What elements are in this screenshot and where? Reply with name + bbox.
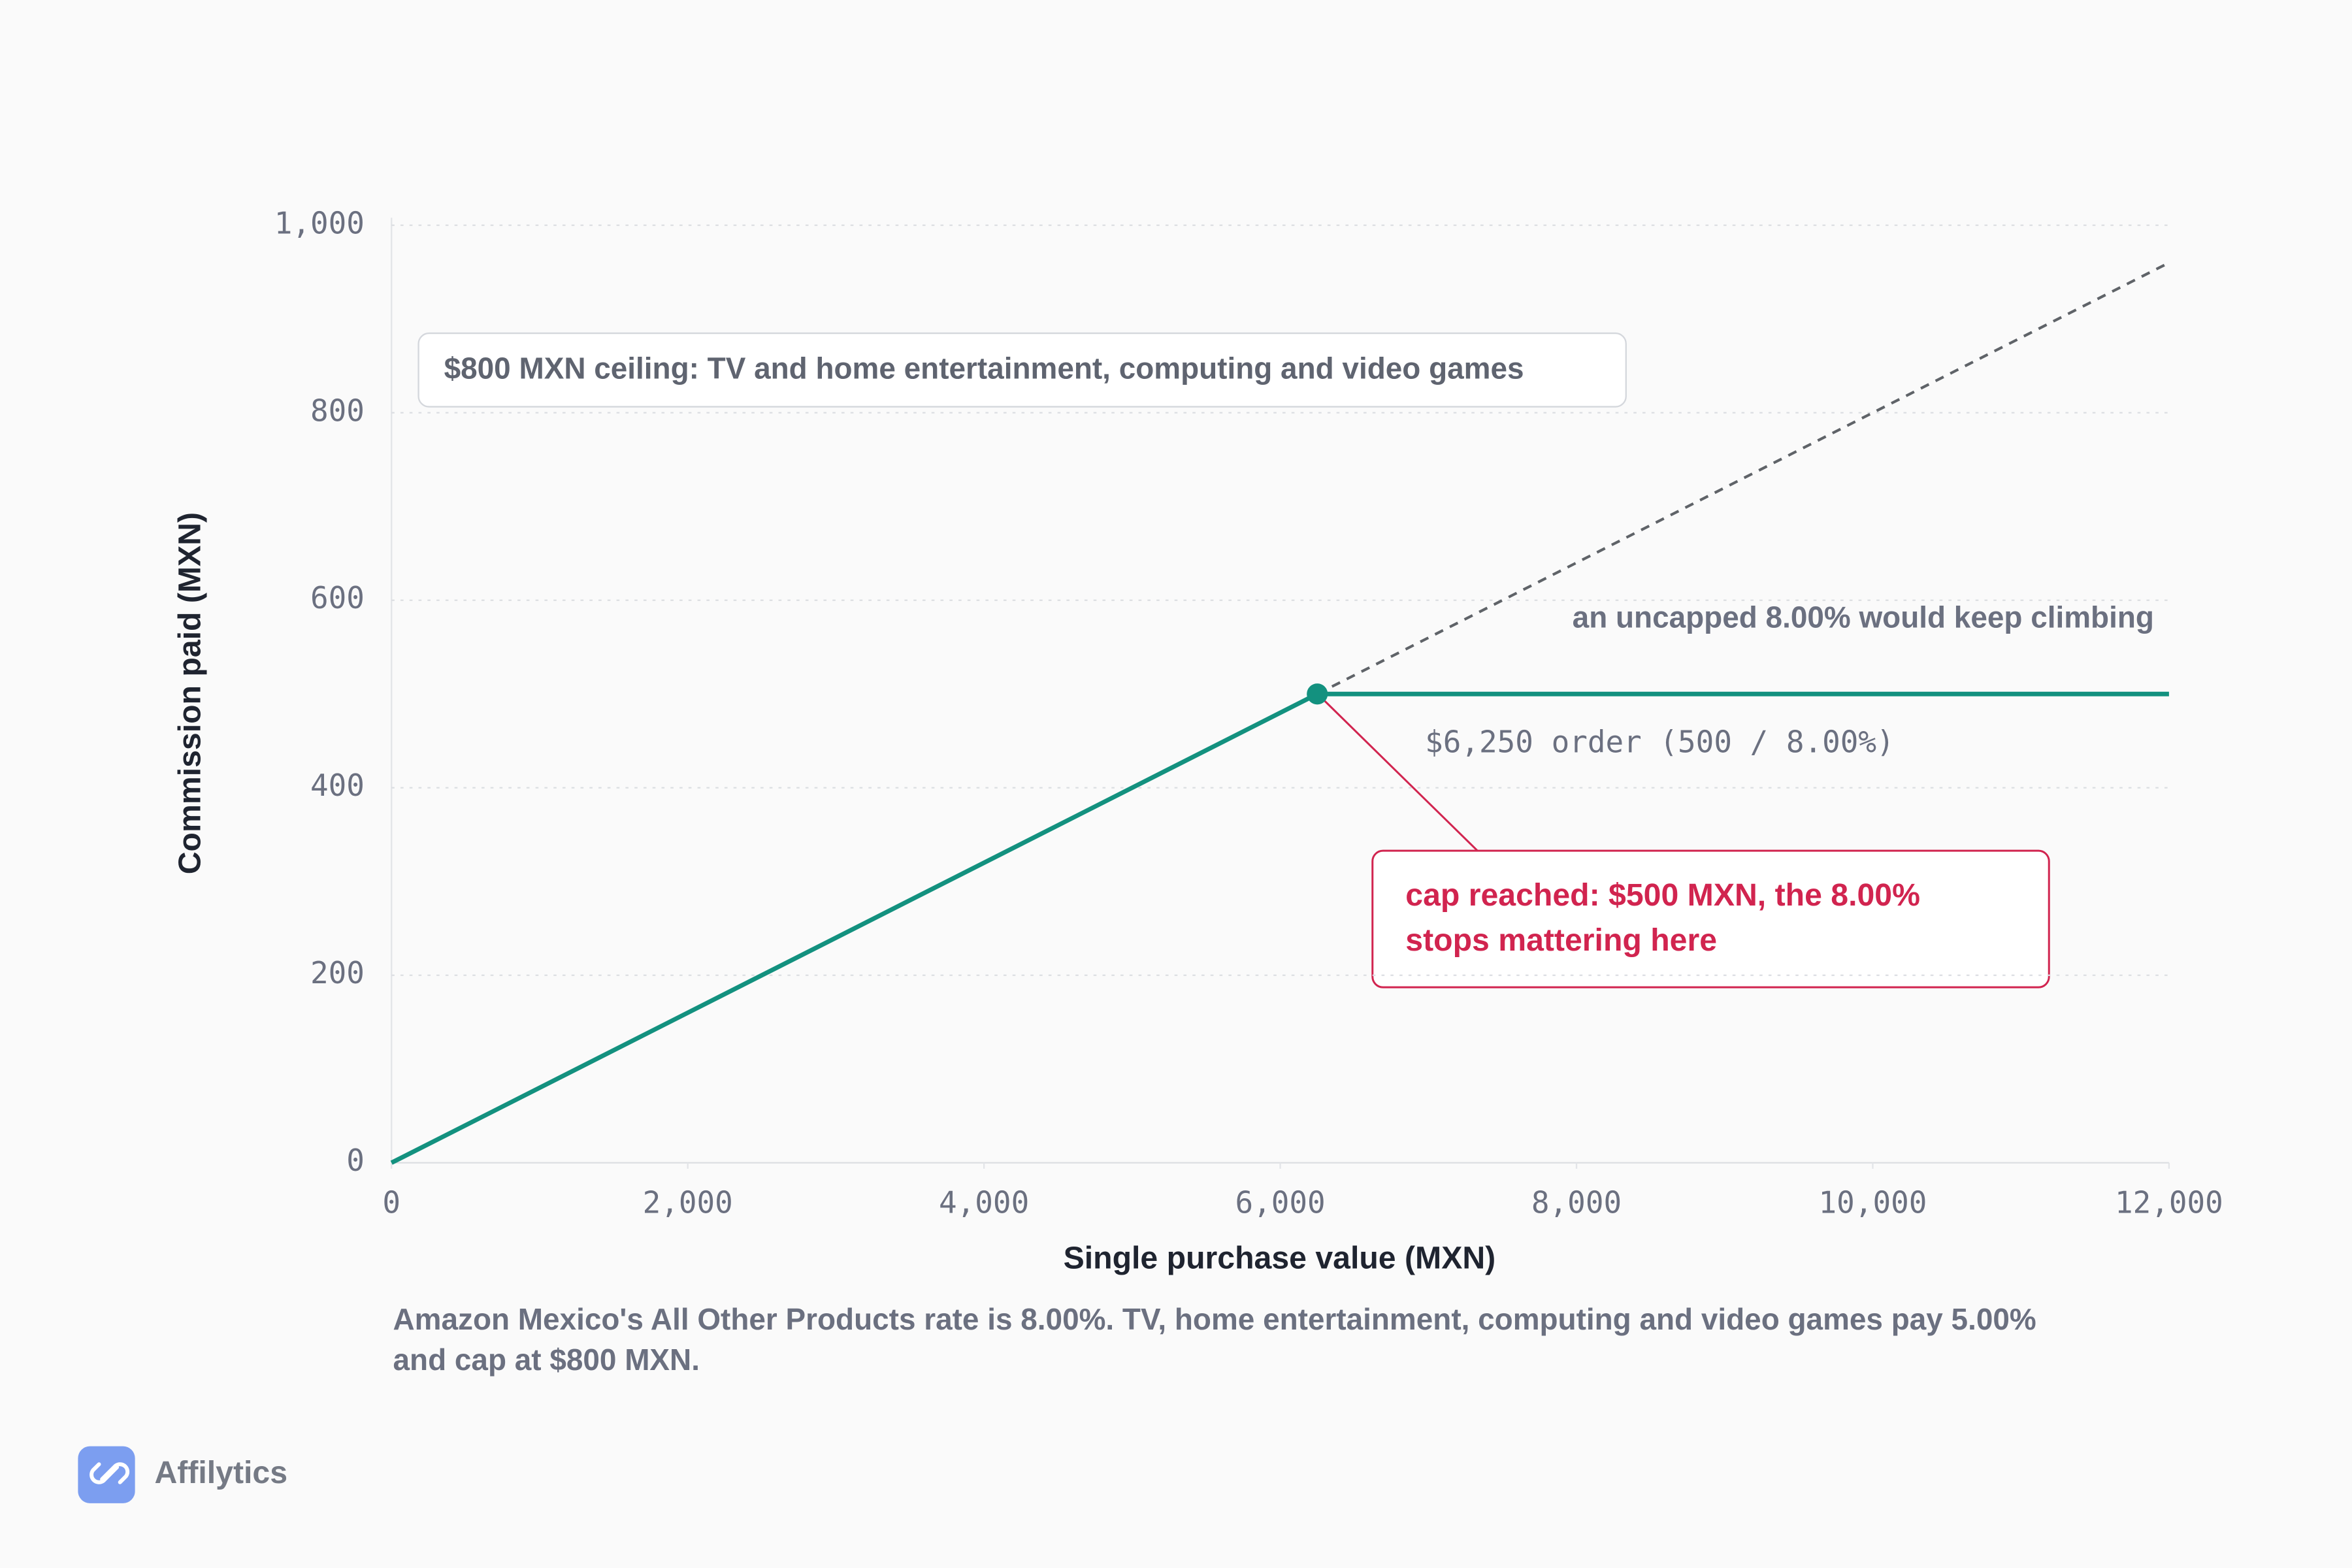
uncapped-note: an uncapped 8.00% would keep climbing (1573, 600, 2154, 634)
cap-point (1307, 683, 1328, 705)
brand-logo (78, 1446, 135, 1503)
ceiling-note-box (417, 332, 1627, 408)
x-tick-label: 0 (382, 1185, 400, 1220)
callout-box (1371, 849, 2050, 988)
x-tick-label: 6,000 (1235, 1185, 1325, 1220)
uncapped-line (1316, 261, 2170, 696)
y-tick-label: 400 (310, 768, 365, 803)
callout-leader (1322, 698, 1478, 852)
callout-text: stops mattering here (1405, 923, 1717, 958)
caption: Amazon Mexico's All Other Products rate … (393, 1302, 2036, 1336)
y-tick-label: 1,000 (274, 205, 365, 240)
x-axis-label: Single purchase value (MXN) (1064, 1241, 1496, 1276)
x-tick-label: 2,000 (643, 1185, 733, 1220)
x-tick-label: 10,000 (1819, 1185, 1927, 1220)
x-tick-label: 4,000 (939, 1185, 1029, 1220)
y-tick-label: 800 (310, 393, 365, 428)
y-tick-label: 200 (310, 955, 365, 990)
y-tick-label: 0 (346, 1143, 365, 1178)
y-tick-label: 600 (310, 580, 365, 615)
ceiling-note: $800 MXN ceiling: TV and home entertainm… (444, 351, 1524, 385)
brand-name: Affilytics (154, 1455, 287, 1490)
order-note: $6,250 order (500 / 8.00%) (1425, 725, 1895, 760)
x-tick-label: 8,000 (1531, 1185, 1622, 1220)
y-axis-label: Commission paid (MXN) (172, 512, 208, 874)
caption: and cap at $800 MXN. (393, 1343, 700, 1377)
callout-text: cap reached: $500 MXN, the 8.00% (1405, 877, 1920, 913)
x-tick-label: 12,000 (2115, 1185, 2223, 1220)
